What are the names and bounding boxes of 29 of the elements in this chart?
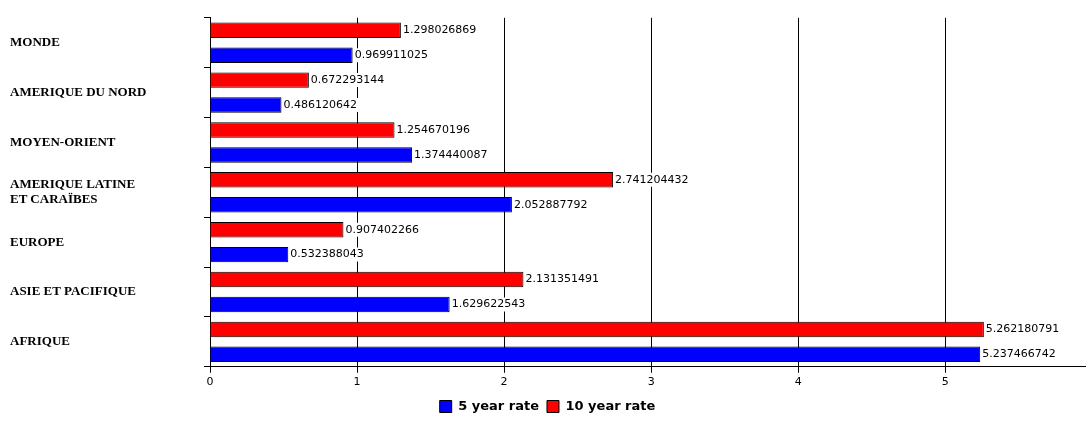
data-label: 0.486120642 [283, 97, 357, 111]
legend-label: 10 year rate [565, 397, 656, 413]
data-label: 2.131351491 [525, 272, 599, 286]
y-tick-label: MONDE [10, 34, 60, 50]
data-label: 0.907402266 [345, 222, 419, 236]
data-label: 0.969911025 [354, 48, 429, 62]
data-label: 1.629622543 [451, 297, 526, 311]
y-tick-label: ASIE ET PACIFIQUE [10, 283, 136, 299]
data-label: 2.052887792 [513, 197, 588, 211]
data-label: 5.262180791 [985, 322, 1060, 336]
x-tick-label: 2 [500, 375, 508, 389]
x-tick-label: 0 [206, 375, 214, 389]
data-label: 5.237466742 [982, 347, 1056, 361]
x-tick-label: 4 [794, 375, 802, 389]
y-tick-label: EUROPE [10, 233, 65, 249]
y-tick-label: AMERIQUE LATINE ET CARAÏBES [10, 175, 136, 207]
x-tick-label: 3 [647, 375, 655, 389]
y-tick-label: MOYEN-ORIENT [10, 133, 116, 149]
data-label: 1.374440087 [414, 147, 488, 161]
data-label: 1.298026869 [402, 23, 477, 37]
data-label: 0.672293144 [310, 72, 385, 86]
legend-label: 5 year rate [458, 397, 540, 413]
y-tick-label: AFRIQUE [10, 333, 70, 349]
data-label: 0.532388043 [290, 247, 364, 261]
x-tick-label: 5 [941, 375, 949, 389]
y-tick-label: AMERIQUE DU NORD [10, 83, 147, 99]
data-label: 2.741204432 [615, 172, 689, 186]
x-tick-label: 1 [353, 375, 361, 389]
data-label: 1.254670196 [396, 122, 470, 136]
